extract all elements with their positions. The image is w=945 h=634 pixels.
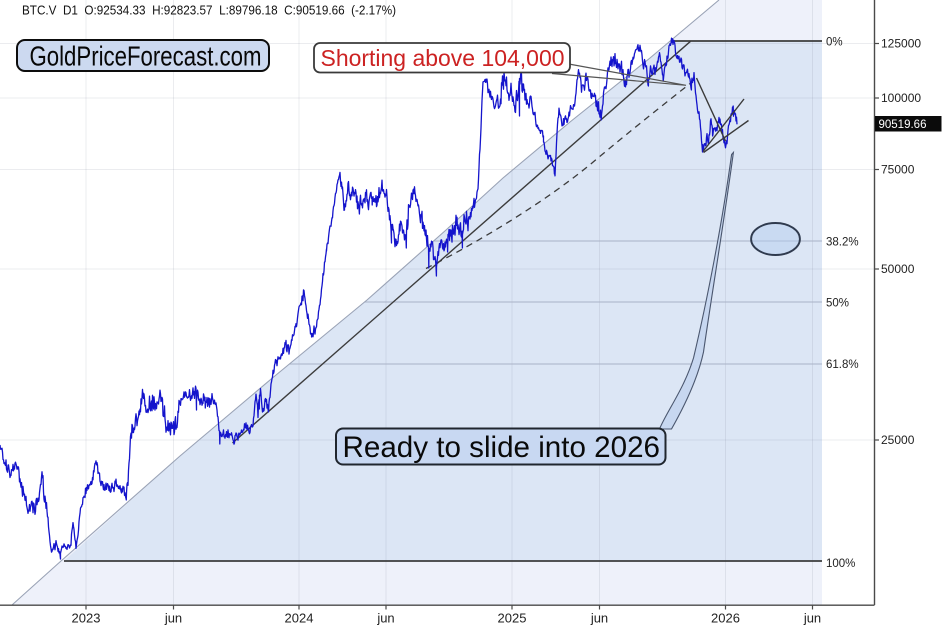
- svg-text:0%: 0%: [826, 37, 843, 49]
- svg-text:2025: 2025: [498, 611, 527, 626]
- svg-text:75000: 75000: [881, 163, 915, 177]
- svg-text:BTC.V D1 O:92534.33 H:92823: BTC.V D1 O:92534.33 H:92823.57 L:89796.1…: [22, 3, 396, 18]
- svg-text:2026: 2026: [711, 611, 740, 626]
- svg-text:125000: 125000: [881, 37, 921, 51]
- svg-text:61.8%: 61.8%: [826, 359, 859, 371]
- svg-text:90519.66: 90519.66: [879, 119, 927, 131]
- svg-text:jun: jun: [803, 611, 821, 626]
- svg-text:jun: jun: [164, 611, 182, 626]
- svg-text:50000: 50000: [881, 262, 915, 276]
- svg-text:2024: 2024: [285, 611, 314, 626]
- svg-text:GoldPriceForecast.com: GoldPriceForecast.com: [30, 41, 262, 72]
- svg-text:38.2%: 38.2%: [826, 236, 859, 248]
- svg-text:Ready to slide into 2026: Ready to slide into 2026: [343, 431, 661, 464]
- svg-text:25000: 25000: [881, 433, 915, 447]
- svg-text:jun: jun: [590, 611, 608, 626]
- svg-text:100%: 100%: [826, 558, 855, 570]
- svg-text:Shorting above 104,000: Shorting above 104,000: [321, 45, 565, 71]
- svg-text:50%: 50%: [826, 297, 849, 309]
- svg-text:100000: 100000: [881, 91, 921, 105]
- svg-text:2023: 2023: [72, 611, 101, 626]
- svg-text:jun: jun: [376, 611, 394, 626]
